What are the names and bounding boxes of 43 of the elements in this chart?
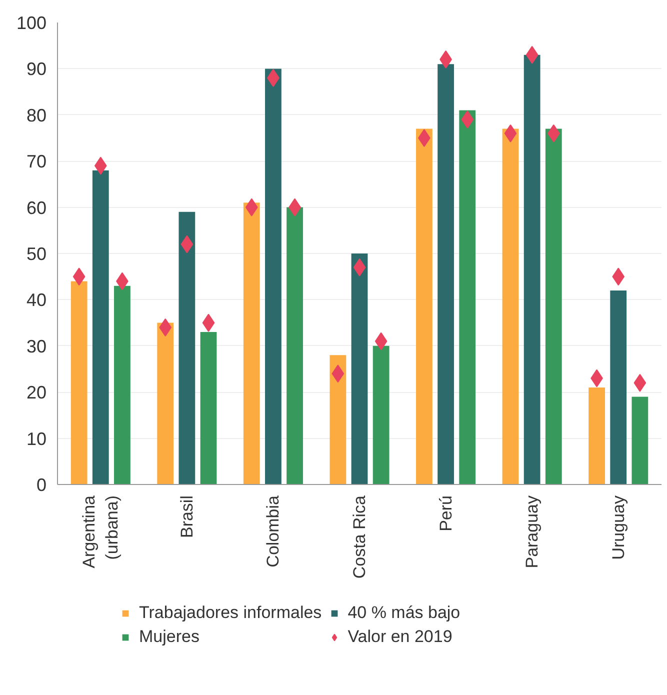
legend-label: Mujeres <box>139 627 200 647</box>
x-tick-label: Perú <box>436 495 456 532</box>
bar <box>114 286 130 484</box>
bar <box>502 128 519 484</box>
bar <box>632 396 648 484</box>
bar <box>610 290 627 484</box>
y-tick-label: 50 <box>26 244 47 264</box>
bar <box>286 207 303 484</box>
x-tick-label: Brasil <box>177 495 196 538</box>
bar <box>372 346 390 484</box>
bar <box>265 68 282 484</box>
bar <box>200 332 217 484</box>
y-tick-label: 60 <box>26 198 47 218</box>
legend-label: Valor en 2019 <box>348 627 452 647</box>
y-tick-label: 70 <box>26 152 47 172</box>
bar <box>330 355 346 484</box>
legend-label: Trabajadores informales <box>139 603 322 623</box>
legend-label: 40 % más bajo <box>348 603 460 623</box>
bar <box>416 128 432 484</box>
bar <box>459 110 476 484</box>
x-tick-label: Colombia <box>264 494 283 568</box>
bar <box>92 170 109 484</box>
y-tick-label: 30 <box>26 336 47 356</box>
x-tick-label: Costa Rica <box>350 494 369 579</box>
bar <box>157 322 174 484</box>
y-tick-label: 10 <box>26 428 47 449</box>
y-tick-label: 0 <box>36 475 47 495</box>
bar <box>243 202 260 484</box>
bar <box>588 387 605 484</box>
y-tick-label: 90 <box>26 59 47 80</box>
y-tick-label: 20 <box>26 382 47 403</box>
bar <box>438 64 454 484</box>
y-tick-label: 80 <box>26 105 47 126</box>
x-tick-label: Uruguay <box>608 495 628 560</box>
bar <box>524 54 540 484</box>
x-tick-label: Paraguay <box>522 495 542 568</box>
x-tick-label: Argentina (urbana) <box>80 494 122 568</box>
bar <box>545 128 562 484</box>
bar <box>351 254 368 484</box>
bar <box>178 212 196 484</box>
bar <box>70 281 88 484</box>
y-tick-label: 40 <box>26 290 47 310</box>
y-tick-label: 100 <box>16 13 47 33</box>
